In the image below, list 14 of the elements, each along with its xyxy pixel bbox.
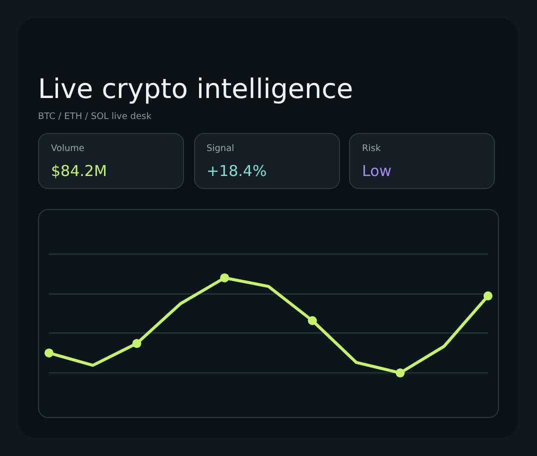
point bbox=[396, 368, 405, 378]
text: Low bbox=[362, 162, 392, 180]
text: Volume bbox=[51, 144, 84, 154]
point bbox=[44, 348, 54, 358]
point bbox=[308, 316, 317, 326]
point bbox=[220, 273, 230, 282]
point bbox=[132, 338, 142, 348]
chart-title: Live crypto intelligence bbox=[38, 74, 354, 105]
text: $84.2M bbox=[51, 162, 107, 180]
point bbox=[484, 291, 492, 300]
text: Signal bbox=[206, 144, 234, 154]
text: Risk bbox=[362, 144, 381, 154]
text: +18.4% bbox=[206, 162, 267, 180]
chart-subtitle: BTC / ETH / SOL live desk bbox=[38, 112, 152, 122]
